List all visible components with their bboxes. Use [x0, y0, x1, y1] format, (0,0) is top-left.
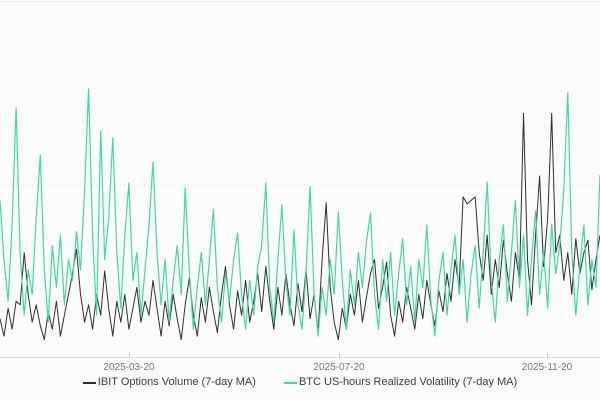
x-tick-label: 2025-11-20 — [522, 362, 573, 372]
legend-label-btc-realized-volatility: BTC US-hours Realized Volatility (7-day … — [298, 376, 518, 388]
legend-swatch-line-icon — [283, 381, 297, 384]
x-tick-label: 2025-03-20 — [103, 362, 155, 372]
series-line-btc-realized-volatility — [0, 88, 600, 337]
legend-swatch-line-icon — [82, 381, 96, 384]
chart-canvas[interactable]: 2025-03-20 2025-07-20 2025-11-20 — [0, 0, 600, 372]
legend-item-ibit-options-volume[interactable]: IBIT Options Volume (7-day MA) — [82, 376, 256, 389]
series-line-ibit-options-volume — [0, 112, 600, 341]
x-tick-label: 2025-07-20 — [313, 362, 365, 372]
legend-label-ibit-options-volume: IBIT Options Volume (7-day MA) — [97, 376, 256, 388]
chart-legend: IBIT Options Volume (7-day MA) BTC US-ho… — [0, 375, 600, 390]
legend-item-btc-realized-volatility[interactable]: BTC US-hours Realized Volatility (7-day … — [283, 376, 518, 389]
